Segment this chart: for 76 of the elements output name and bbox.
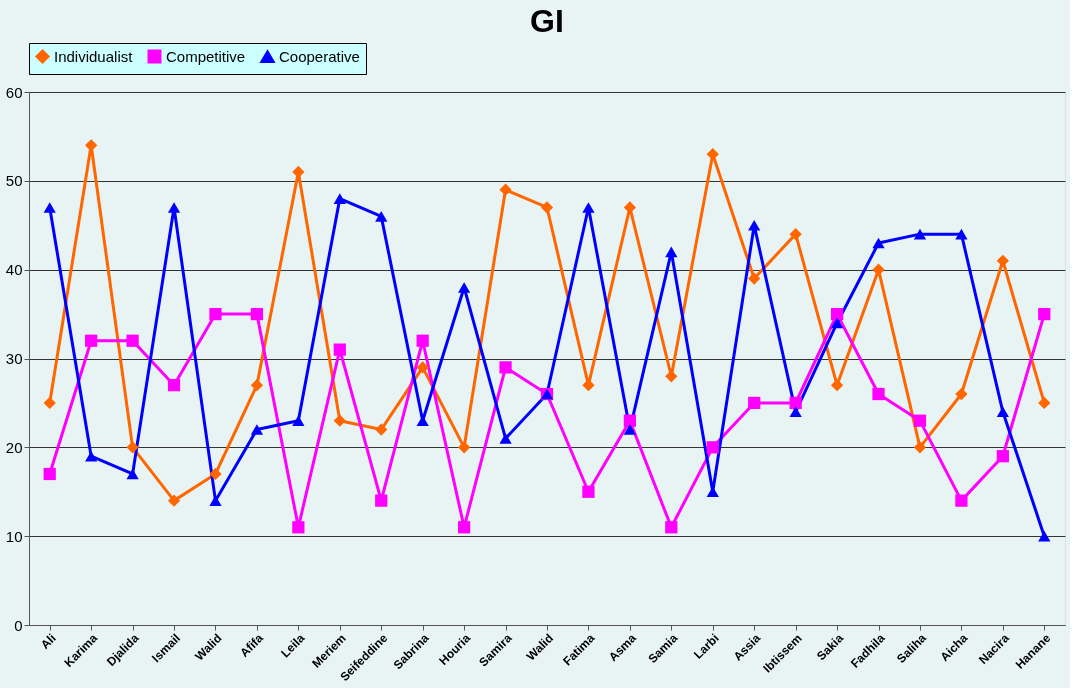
point	[913, 441, 927, 454]
point	[996, 254, 1009, 267]
point	[416, 334, 429, 347]
point	[458, 282, 471, 293]
y-tick-label: 40	[5, 261, 23, 279]
point	[499, 183, 512, 196]
point	[913, 414, 927, 427]
point	[872, 237, 885, 249]
point	[167, 494, 181, 507]
point	[913, 228, 927, 240]
point	[789, 396, 802, 410]
point	[996, 450, 1009, 463]
y-tick-label: 0	[14, 616, 23, 634]
y-tick-label: 60	[5, 83, 23, 101]
legend-label: Competitive	[166, 47, 246, 65]
y-tick-label: 50	[5, 172, 23, 190]
point	[250, 379, 264, 392]
point	[789, 406, 802, 418]
point	[706, 441, 719, 454]
point	[375, 494, 388, 507]
point	[85, 450, 98, 462]
point	[333, 343, 346, 356]
point	[623, 424, 636, 435]
point	[250, 424, 264, 435]
point	[333, 193, 346, 204]
point	[748, 219, 761, 231]
point	[499, 433, 512, 444]
point	[665, 521, 678, 534]
point	[126, 334, 139, 347]
point	[167, 379, 181, 392]
point	[955, 387, 968, 401]
point	[748, 396, 761, 410]
point	[1038, 530, 1051, 542]
point	[955, 494, 968, 507]
point	[582, 202, 595, 213]
point	[209, 307, 222, 321]
point	[623, 414, 636, 427]
point	[292, 415, 305, 426]
point	[499, 361, 512, 374]
point	[872, 263, 885, 276]
point	[85, 334, 98, 347]
point	[748, 272, 761, 285]
point	[1038, 396, 1051, 410]
point	[789, 228, 802, 241]
point	[458, 441, 471, 454]
chart-title: GI	[530, 2, 564, 39]
point	[43, 396, 56, 410]
point	[43, 467, 56, 481]
point	[375, 423, 388, 436]
point	[996, 406, 1009, 418]
point	[830, 317, 844, 329]
point	[250, 307, 264, 321]
point	[333, 414, 346, 427]
point	[582, 485, 595, 498]
y-tick-label: 30	[5, 350, 23, 367]
point	[43, 202, 56, 213]
point	[416, 361, 429, 374]
point	[292, 521, 305, 534]
point	[540, 201, 554, 214]
point	[458, 521, 471, 534]
point	[209, 467, 222, 481]
point	[665, 246, 678, 258]
y-tick-label: 10	[5, 527, 23, 545]
y-tick-label: 20	[5, 438, 23, 456]
legend-label: Individualist	[54, 47, 134, 65]
point	[292, 165, 305, 179]
legend-label: Cooperative	[279, 47, 360, 65]
point	[830, 379, 844, 392]
point	[830, 307, 844, 321]
x-tick-label: Ali	[37, 631, 59, 652]
point	[167, 202, 181, 213]
point	[872, 387, 885, 401]
point	[126, 441, 139, 454]
point	[375, 211, 388, 222]
point	[1038, 307, 1051, 321]
point	[955, 228, 968, 240]
